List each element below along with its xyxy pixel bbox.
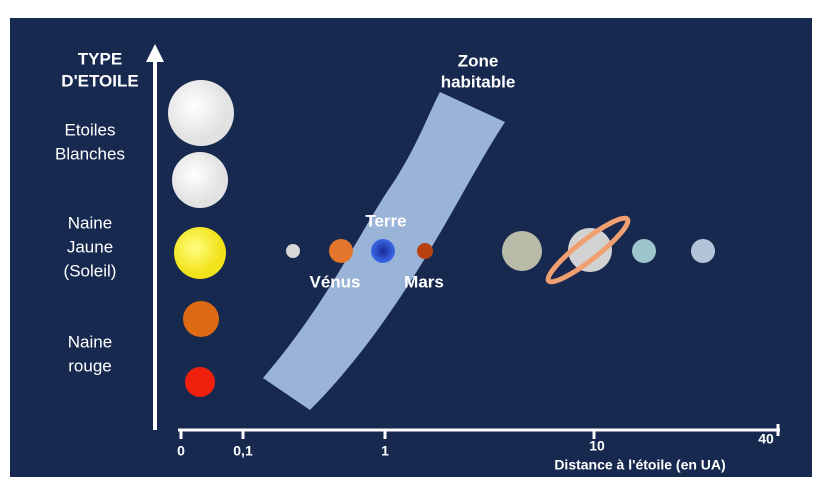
y-axis-title: D'ETOILE bbox=[61, 71, 138, 90]
planet-label: Terre bbox=[365, 211, 406, 230]
star-label: rouge bbox=[68, 356, 111, 375]
y-axis-arrow bbox=[146, 44, 164, 62]
planet bbox=[691, 239, 715, 263]
x-tick-label: 0 bbox=[177, 443, 185, 459]
x-tick-label: 0,1 bbox=[233, 443, 253, 459]
y-axis-title: TYPE bbox=[78, 49, 122, 68]
star-label: (Soleil) bbox=[64, 261, 117, 280]
star bbox=[168, 80, 234, 146]
star-label: Naine bbox=[68, 332, 112, 351]
x-tick-label: 10 bbox=[589, 438, 605, 454]
x-tick-label: 1 bbox=[381, 443, 389, 459]
x-axis-title: Distance à l'étoile (en UA) bbox=[554, 457, 725, 473]
star-label: Blanches bbox=[55, 144, 125, 163]
planet bbox=[568, 228, 612, 272]
planet bbox=[632, 239, 656, 263]
planet-label: Mars bbox=[404, 272, 444, 291]
zone-label: Zone bbox=[458, 51, 499, 70]
planet bbox=[329, 239, 353, 263]
planet bbox=[371, 239, 395, 263]
star bbox=[174, 227, 226, 279]
x-ticks bbox=[179, 424, 780, 439]
planet-label: Vénus bbox=[309, 272, 360, 291]
star bbox=[172, 152, 228, 208]
planet bbox=[417, 243, 433, 259]
planet bbox=[502, 231, 542, 271]
star-label: Etoiles bbox=[64, 120, 115, 139]
star bbox=[183, 301, 219, 337]
planet-ring bbox=[545, 215, 631, 285]
star-label: Naine bbox=[68, 213, 112, 232]
planet bbox=[286, 244, 300, 258]
zone-label: habitable bbox=[441, 72, 516, 91]
star-label: Jaune bbox=[67, 237, 113, 256]
x-tick-label: 40 bbox=[758, 431, 774, 447]
star bbox=[185, 367, 215, 397]
